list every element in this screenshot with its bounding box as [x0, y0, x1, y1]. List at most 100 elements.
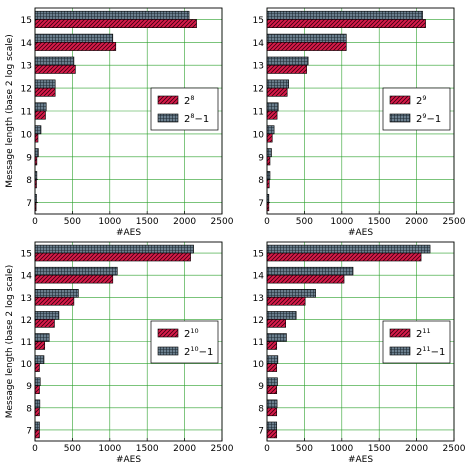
legend-label-1: 210	[184, 327, 199, 340]
bar-series-2	[34, 79, 56, 89]
x-tick-label: 1500	[368, 444, 391, 454]
x-tick-label: 0	[32, 217, 38, 227]
bar-series-1	[266, 110, 278, 120]
bar-series-2	[266, 10, 423, 20]
x-tick-label: 0	[264, 217, 270, 227]
x-tick-label: 1000	[98, 217, 121, 227]
bar-series-1	[34, 341, 46, 350]
bar-series-2	[266, 244, 431, 254]
bar-series-1	[34, 87, 56, 97]
y-tick-label: 14	[253, 39, 265, 49]
bar-series-2	[34, 311, 60, 320]
legend-frame	[150, 87, 219, 131]
legend-frame	[150, 320, 219, 364]
bar-series-2	[34, 10, 190, 20]
x-tick-label: 1500	[136, 217, 159, 227]
x-tick-label: 500	[64, 217, 81, 227]
x-axis-label: #AES	[116, 455, 141, 465]
legend: 211 211−1	[382, 320, 451, 364]
bar-series-2	[34, 399, 41, 409]
x-tick-label: 1000	[330, 217, 353, 227]
legend-label-2: 28−1	[184, 112, 209, 125]
legend-swatch-2	[157, 113, 179, 123]
y-axis-label: Message length (base 2 log scale)	[5, 34, 15, 188]
legend-label-2: 29−1	[416, 112, 441, 125]
legend-label-1: 28	[184, 94, 195, 107]
legend-frame	[382, 87, 451, 131]
bar-series-1	[266, 319, 287, 328]
legend: 29 29−1	[382, 87, 451, 131]
y-tick-label: 14	[21, 39, 33, 49]
x-tick-label: 2500	[211, 217, 234, 227]
bar-series-2	[266, 355, 279, 364]
y-tick-label: 11	[21, 108, 32, 118]
x-tick-label: 2000	[173, 217, 196, 227]
x-tick-label: 1500	[136, 444, 159, 454]
bar-series-2	[266, 399, 278, 409]
bar-series-2	[34, 244, 194, 254]
legend-frame	[382, 320, 451, 364]
y-tick-label: 11	[253, 338, 264, 348]
y-tick-label: 13	[21, 62, 32, 72]
chart-panel-2: 7 8 9 10 11 12 13 14 15 0 500 1000 1500 2000 2500 #AES 2…	[253, 7, 466, 238]
bar-series-1	[266, 296, 306, 306]
y-tick-label: 12	[21, 85, 32, 95]
y-tick-label: 15	[21, 250, 32, 260]
bar-series-1	[266, 363, 278, 372]
x-axis-label: #AES	[348, 455, 373, 465]
bar-series-1	[266, 385, 278, 394]
bar-series-1	[34, 296, 75, 306]
x-tick-label: 500	[64, 444, 81, 454]
y-tick-label: 15	[253, 16, 264, 26]
x-tick-label: 2500	[443, 444, 466, 454]
bar-series-1	[34, 407, 40, 417]
bar-series-1	[34, 42, 117, 51]
x-tick-label: 0	[264, 444, 270, 454]
bar-series-1	[266, 64, 307, 74]
bar-series-1	[266, 341, 278, 350]
bar-series-2	[34, 125, 42, 135]
bar-series-2	[34, 33, 114, 43]
bar-series-1	[266, 42, 347, 51]
bar-series-1	[34, 274, 114, 284]
y-tick-label: 12	[21, 316, 32, 326]
x-tick-label: 2500	[443, 217, 466, 227]
x-tick-label: 1500	[368, 217, 391, 227]
bar-series-1	[266, 133, 273, 143]
bar-series-2	[266, 289, 316, 298]
y-tick-label: 14	[21, 272, 33, 282]
legend-swatch-1	[157, 328, 179, 338]
bar-series-2	[266, 148, 272, 158]
x-tick-label: 2000	[405, 217, 428, 227]
legend-swatch-2	[389, 346, 411, 356]
y-tick-label: 12	[253, 316, 264, 326]
y-tick-label: 9	[258, 382, 264, 392]
bar-series-2	[34, 148, 39, 158]
legend-swatch-1	[389, 95, 411, 105]
chart-panel-3: 7 8 9 10 11 12 13 14 15 0 500 1000 1500 2000 2500 #AES M…	[5, 241, 234, 465]
y-tick-label: 12	[253, 85, 264, 95]
bar-series-2	[34, 421, 40, 431]
chart-panel-4: 7 8 9 10 11 12 13 14 15 0 500 1000 1500 2000 2500 #AES 2…	[253, 241, 466, 465]
bar-series-1	[266, 252, 422, 262]
bar-series-2	[34, 266, 118, 276]
y-tick-label: 10	[21, 360, 33, 370]
bar-series-2	[266, 79, 289, 89]
y-tick-label: 11	[253, 108, 264, 118]
bar-series-2	[266, 333, 287, 342]
legend-label-2: 211−1	[416, 345, 445, 358]
y-axis-label: Message length (base 2 log scale)	[5, 265, 15, 419]
bar-series-1	[34, 319, 55, 328]
bar-series-1	[34, 252, 191, 262]
bar-series-1	[266, 407, 278, 417]
bar-series-1	[266, 274, 345, 284]
bar-series-1	[34, 19, 197, 28]
y-tick-label: 13	[21, 294, 32, 304]
legend: 28 28−1	[150, 87, 219, 131]
y-tick-label: 10	[21, 130, 33, 140]
bar-series-1	[266, 19, 426, 28]
bar-series-1	[34, 110, 46, 120]
y-tick-label: 9	[26, 153, 32, 163]
